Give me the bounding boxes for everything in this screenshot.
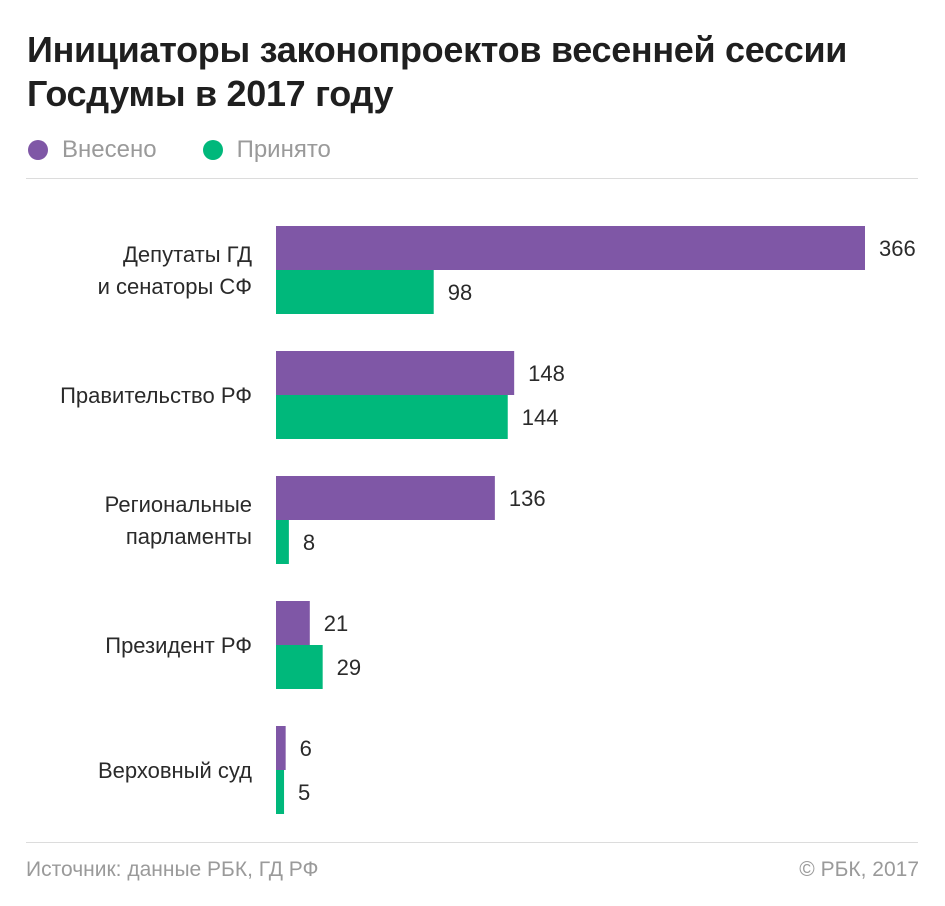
- legend-swatch-prinyato: [202, 140, 223, 160]
- bar-vneseno: [276, 601, 310, 645]
- data-label: 5: [298, 780, 310, 805]
- legend-label-prinyato: Принято: [236, 136, 331, 163]
- category-label: Верховный суд: [98, 758, 252, 783]
- legend-item-vneseno: Внесено: [28, 136, 157, 164]
- bar-prinyato: [276, 645, 323, 689]
- category-label: и сенаторы СФ: [98, 274, 252, 299]
- data-label: 29: [337, 655, 361, 680]
- data-label: 6: [300, 736, 312, 761]
- bottom-divider: [26, 842, 918, 843]
- data-label: 144: [522, 405, 559, 430]
- data-label: 8: [303, 530, 315, 555]
- bar-prinyato: [276, 395, 508, 439]
- bar-vneseno: [276, 726, 286, 770]
- category-label: Правительство РФ: [60, 383, 252, 408]
- chart-title: Инициаторы законопроектов весенней сесси…: [27, 29, 848, 114]
- data-label: 21: [324, 611, 348, 636]
- legend-swatch-vneseno: [28, 140, 48, 160]
- bar-vneseno: [276, 476, 495, 520]
- category-label: Депутаты ГД: [123, 242, 252, 267]
- bar-vneseno: [276, 226, 865, 270]
- top-divider: [26, 178, 918, 179]
- category-label: парламенты: [126, 524, 252, 549]
- copyright-note: © РБК, 2017: [799, 858, 919, 881]
- data-label: 136: [509, 486, 546, 511]
- data-label: 366: [879, 236, 916, 261]
- legend-item-prinyato: Принято: [202, 136, 331, 164]
- bar-prinyato: [276, 520, 289, 564]
- data-label: 98: [448, 280, 472, 305]
- category-label: Региональные: [105, 492, 252, 517]
- legend: Внесено Принято: [28, 135, 377, 165]
- data-label: 148: [528, 361, 565, 386]
- bar-vneseno: [276, 351, 515, 395]
- source-note: Источник: данные РБК, ГД РФ: [26, 858, 319, 881]
- bar-prinyato: [276, 770, 285, 814]
- legend-label-vneseno: Внесено: [62, 136, 157, 163]
- bar-prinyato: [276, 270, 434, 314]
- category-label: Президент РФ: [105, 633, 252, 658]
